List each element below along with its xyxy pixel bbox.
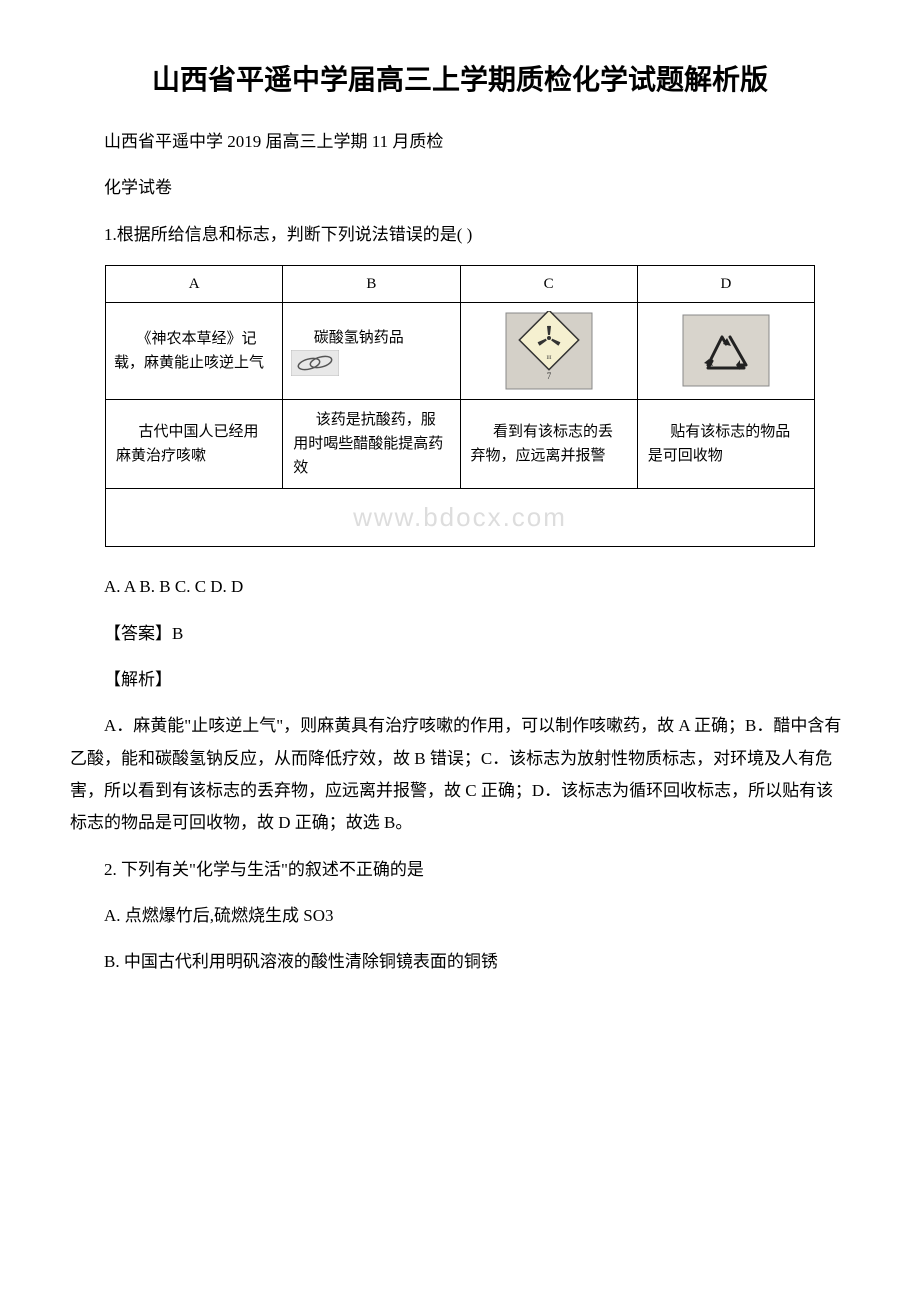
question-1-explanation-label: 【解析】	[70, 664, 850, 696]
svg-text:7: 7	[546, 371, 551, 381]
cell-2a: 古代中国人已经用麻黄治疗咳嗽	[106, 399, 283, 488]
table-watermark-row: www.bdocx.com	[106, 488, 815, 547]
recycle-icon	[681, 313, 771, 388]
question-1-options: A. A B. B C. C D. D	[70, 571, 850, 603]
cell-1b-text: 碳酸氢钠药品	[314, 330, 404, 346]
page-title: 山西省平遥中学届高三上学期质检化学试题解析版	[70, 60, 850, 102]
cell-2d: 贴有该标志的物品是可回收物	[637, 399, 814, 488]
question-1-answer: 【答案】B	[70, 618, 850, 650]
header-b: B	[283, 265, 460, 302]
cell-1c: III 7	[460, 302, 637, 399]
cell-1a: 《神农本草经》记载，麻黄能止咳逆上气	[106, 302, 283, 399]
cell-2b: 该药是抗酸药，服用时喝些醋酸能提高药效	[283, 399, 460, 488]
svg-text:III: III	[546, 356, 551, 361]
question-1-explanation-body: A．麻黄能"止咳逆上气"，则麻黄具有治疗咳嗽的作用，可以制作咳嗽药，故 A 正确…	[70, 710, 850, 839]
table-row-2: 古代中国人已经用麻黄治疗咳嗽 该药是抗酸药，服用时喝些醋酸能提高药效 看到有该标…	[106, 399, 815, 488]
table-header-row: A B C D	[106, 265, 815, 302]
cell-1d	[637, 302, 814, 399]
options-table: A B C D 《神农本草经》记载，麻黄能止咳逆上气 碳酸氢钠药品	[105, 265, 815, 548]
header-c: C	[460, 265, 637, 302]
watermark-cell: www.bdocx.com	[106, 488, 815, 547]
cell-1b: 碳酸氢钠药品	[283, 302, 460, 399]
cell-2c: 看到有该标志的丢弃物，应远离并报警	[460, 399, 637, 488]
radiation-icon: III 7	[504, 311, 594, 391]
header-a: A	[106, 265, 283, 302]
header-d: D	[637, 265, 814, 302]
pill-icon	[291, 350, 339, 376]
exam-subtitle: 山西省平遥中学 2019 届高三上学期 11 月质检	[70, 126, 850, 158]
question-2-option-a: A. 点燃爆竹后,硫燃烧生成 SO3	[70, 900, 850, 932]
question-1-table: A B C D 《神农本草经》记载，麻黄能止咳逆上气 碳酸氢钠药品	[105, 265, 815, 548]
watermark-text: www.bdocx.com	[353, 502, 567, 532]
question-1-text: 1.根据所给信息和标志，判断下列说法错误的是( )	[70, 219, 850, 251]
question-2-option-b: B. 中国古代利用明矾溶液的酸性清除铜镜表面的铜锈	[70, 946, 850, 978]
question-2-text: 2. 下列有关"化学与生活"的叙述不正确的是	[70, 854, 850, 886]
section-label: 化学试卷	[70, 172, 850, 204]
table-row-1: 《神农本草经》记载，麻黄能止咳逆上气 碳酸氢钠药品	[106, 302, 815, 399]
